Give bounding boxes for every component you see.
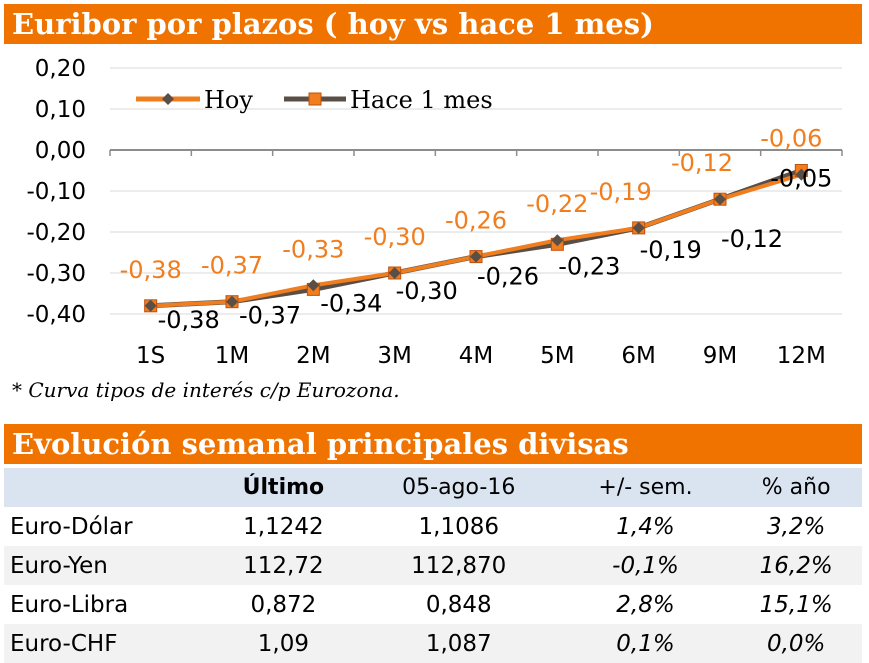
y-tick-label: 0,10 (35, 97, 86, 123)
y-tick-label: -0,30 (26, 261, 86, 287)
last-value: 1,1242 (243, 513, 324, 540)
data-label-hace-1-mes: -0,30 (396, 277, 458, 305)
x-tick-label: 6M (621, 343, 655, 369)
year-change: 0,0% (766, 630, 826, 657)
euribor-line-chart: 0,20 0,10 0,00 -0,10 -0,20 -0,30 -0,40 1S 1M 2M 3… (26, 56, 843, 369)
year-change: 16,2% (759, 552, 833, 579)
data-point-hoy (714, 193, 726, 206)
data-point-hoy (144, 299, 157, 312)
header-pair (4, 468, 210, 507)
chart-gridlines (109, 67, 843, 315)
x-tick-label: 4M (459, 343, 493, 369)
data-label-hoy: -0,38 (120, 256, 182, 284)
data-label-hoy: -0,22 (526, 190, 588, 218)
data-label-hoy: -0,26 (445, 207, 507, 235)
week-change: -0,1% (612, 552, 679, 579)
table-section-title: Evolución semanal principales divisas (4, 424, 862, 464)
currency-pair: Euro-Libra (10, 591, 129, 618)
chart-footnote: * Curva tipos de interés c/p Eurozona. (12, 378, 400, 402)
y-tick-label: 0,20 (35, 56, 86, 82)
last-value: 0,872 (250, 591, 317, 618)
chart-legend: Hoy Hace 1 mes (136, 86, 493, 114)
data-point-hoy (226, 295, 238, 308)
table-header-row: Último 05-ago-16 +/- sem. % año (4, 468, 862, 507)
legend-label-hace-1-mes: Hace 1 mes (350, 86, 493, 114)
x-tick-label: 3M (377, 343, 411, 369)
week-change: 0,1% (616, 630, 675, 657)
currency-pair: Euro-Dólar (10, 513, 133, 540)
data-label-hace-1-mes: -0,23 (558, 252, 620, 280)
data-point-hoy (632, 221, 645, 234)
data-point-hoy (388, 267, 401, 279)
data-label-hoy: -0,33 (282, 235, 344, 263)
data-point-hoy (307, 279, 320, 292)
year-change: 15,1% (759, 591, 833, 618)
last-value: 112,72 (243, 552, 324, 579)
date-value: 1,1086 (418, 513, 499, 540)
y-tick-label: -0,40 (26, 302, 86, 328)
date-value: 0,848 (425, 591, 492, 618)
table-row: Euro-CHF 1,09 1,087 0,1% 0,0% (4, 624, 862, 663)
currency-pair: Euro-CHF (10, 630, 118, 657)
table-row: Euro-Libra 0,872 0,848 2,8% 15,1% (4, 585, 862, 624)
data-label-hace-1-mes: -0,37 (239, 302, 301, 330)
x-axis-ticks: 1S 1M 2M 3M 4M 5M 6M 9M 12M (136, 343, 826, 369)
x-tick-label: 1M (215, 343, 249, 369)
legend-marker-hace-1-mes (308, 92, 322, 106)
data-label-hoy: -0,19 (590, 178, 652, 206)
data-labels: -0,38 -0,37-0,33 -0,30-0,26-0,22 -0,19-0,12… (120, 125, 833, 334)
data-label-hoy: -0,06 (760, 125, 822, 153)
date-value: 1,087 (425, 630, 492, 657)
legend-marker-hoy (162, 93, 174, 105)
header-week-change: +/- sem. (598, 475, 693, 500)
x-tick-label: 12M (777, 343, 826, 369)
header-year-change: % año (761, 475, 831, 500)
date-value: 112,870 (411, 552, 507, 579)
data-point-hoy (795, 168, 808, 181)
x-tick-label: 1S (136, 343, 165, 369)
currency-pair: Euro-Yen (10, 552, 108, 579)
data-label-hace-1-mes: -0,38 (158, 306, 220, 334)
last-value: 1,09 (257, 630, 310, 657)
currency-table: Último 05-ago-16 +/- sem. % año Euro-Dól… (4, 468, 862, 663)
data-label-hoy: -0,30 (364, 223, 426, 251)
data-label-hace-1-mes: -0,19 (640, 236, 702, 264)
data-label-hace-1-mes: -0,26 (477, 263, 539, 291)
data-label-hoy: -0,12 (671, 149, 733, 177)
header-date: 05-ago-16 (402, 475, 516, 500)
chart-section-title: Euribor por plazos ( hoy vs hace 1 mes) (4, 4, 862, 44)
data-point-hoy (470, 250, 482, 263)
x-tick-label: 2M (296, 343, 330, 369)
week-change: 2,8% (616, 591, 675, 618)
y-tick-label: 0,00 (35, 138, 86, 164)
header-last: Último (242, 475, 325, 500)
legend-label-hoy: Hoy (204, 86, 253, 114)
data-label-hace-1-mes: -0,34 (320, 289, 382, 317)
week-change: 1,4% (616, 513, 675, 540)
year-change: 3,2% (766, 513, 826, 540)
data-label-hace-1-mes: -0,05 (770, 165, 832, 193)
y-axis-ticks: 0,20 0,10 0,00 -0,10 -0,20 -0,30 -0,40 (26, 56, 86, 328)
data-label-hoy: -0,37 (201, 252, 263, 280)
chart-series (144, 164, 808, 313)
table-row: Euro-Dólar 1,1242 1,1086 1,4% 3,2% (4, 507, 862, 546)
data-label-hace-1-mes: -0,12 (721, 225, 783, 253)
table-row: Euro-Yen 112,72 112,870 -0,1% 16,2% (4, 546, 862, 585)
x-tick-label: 5M (540, 343, 574, 369)
data-point-hoy (551, 234, 564, 247)
x-tick-label: 9M (703, 343, 737, 369)
y-tick-label: -0,20 (26, 220, 86, 246)
y-tick-label: -0,10 (26, 179, 86, 205)
